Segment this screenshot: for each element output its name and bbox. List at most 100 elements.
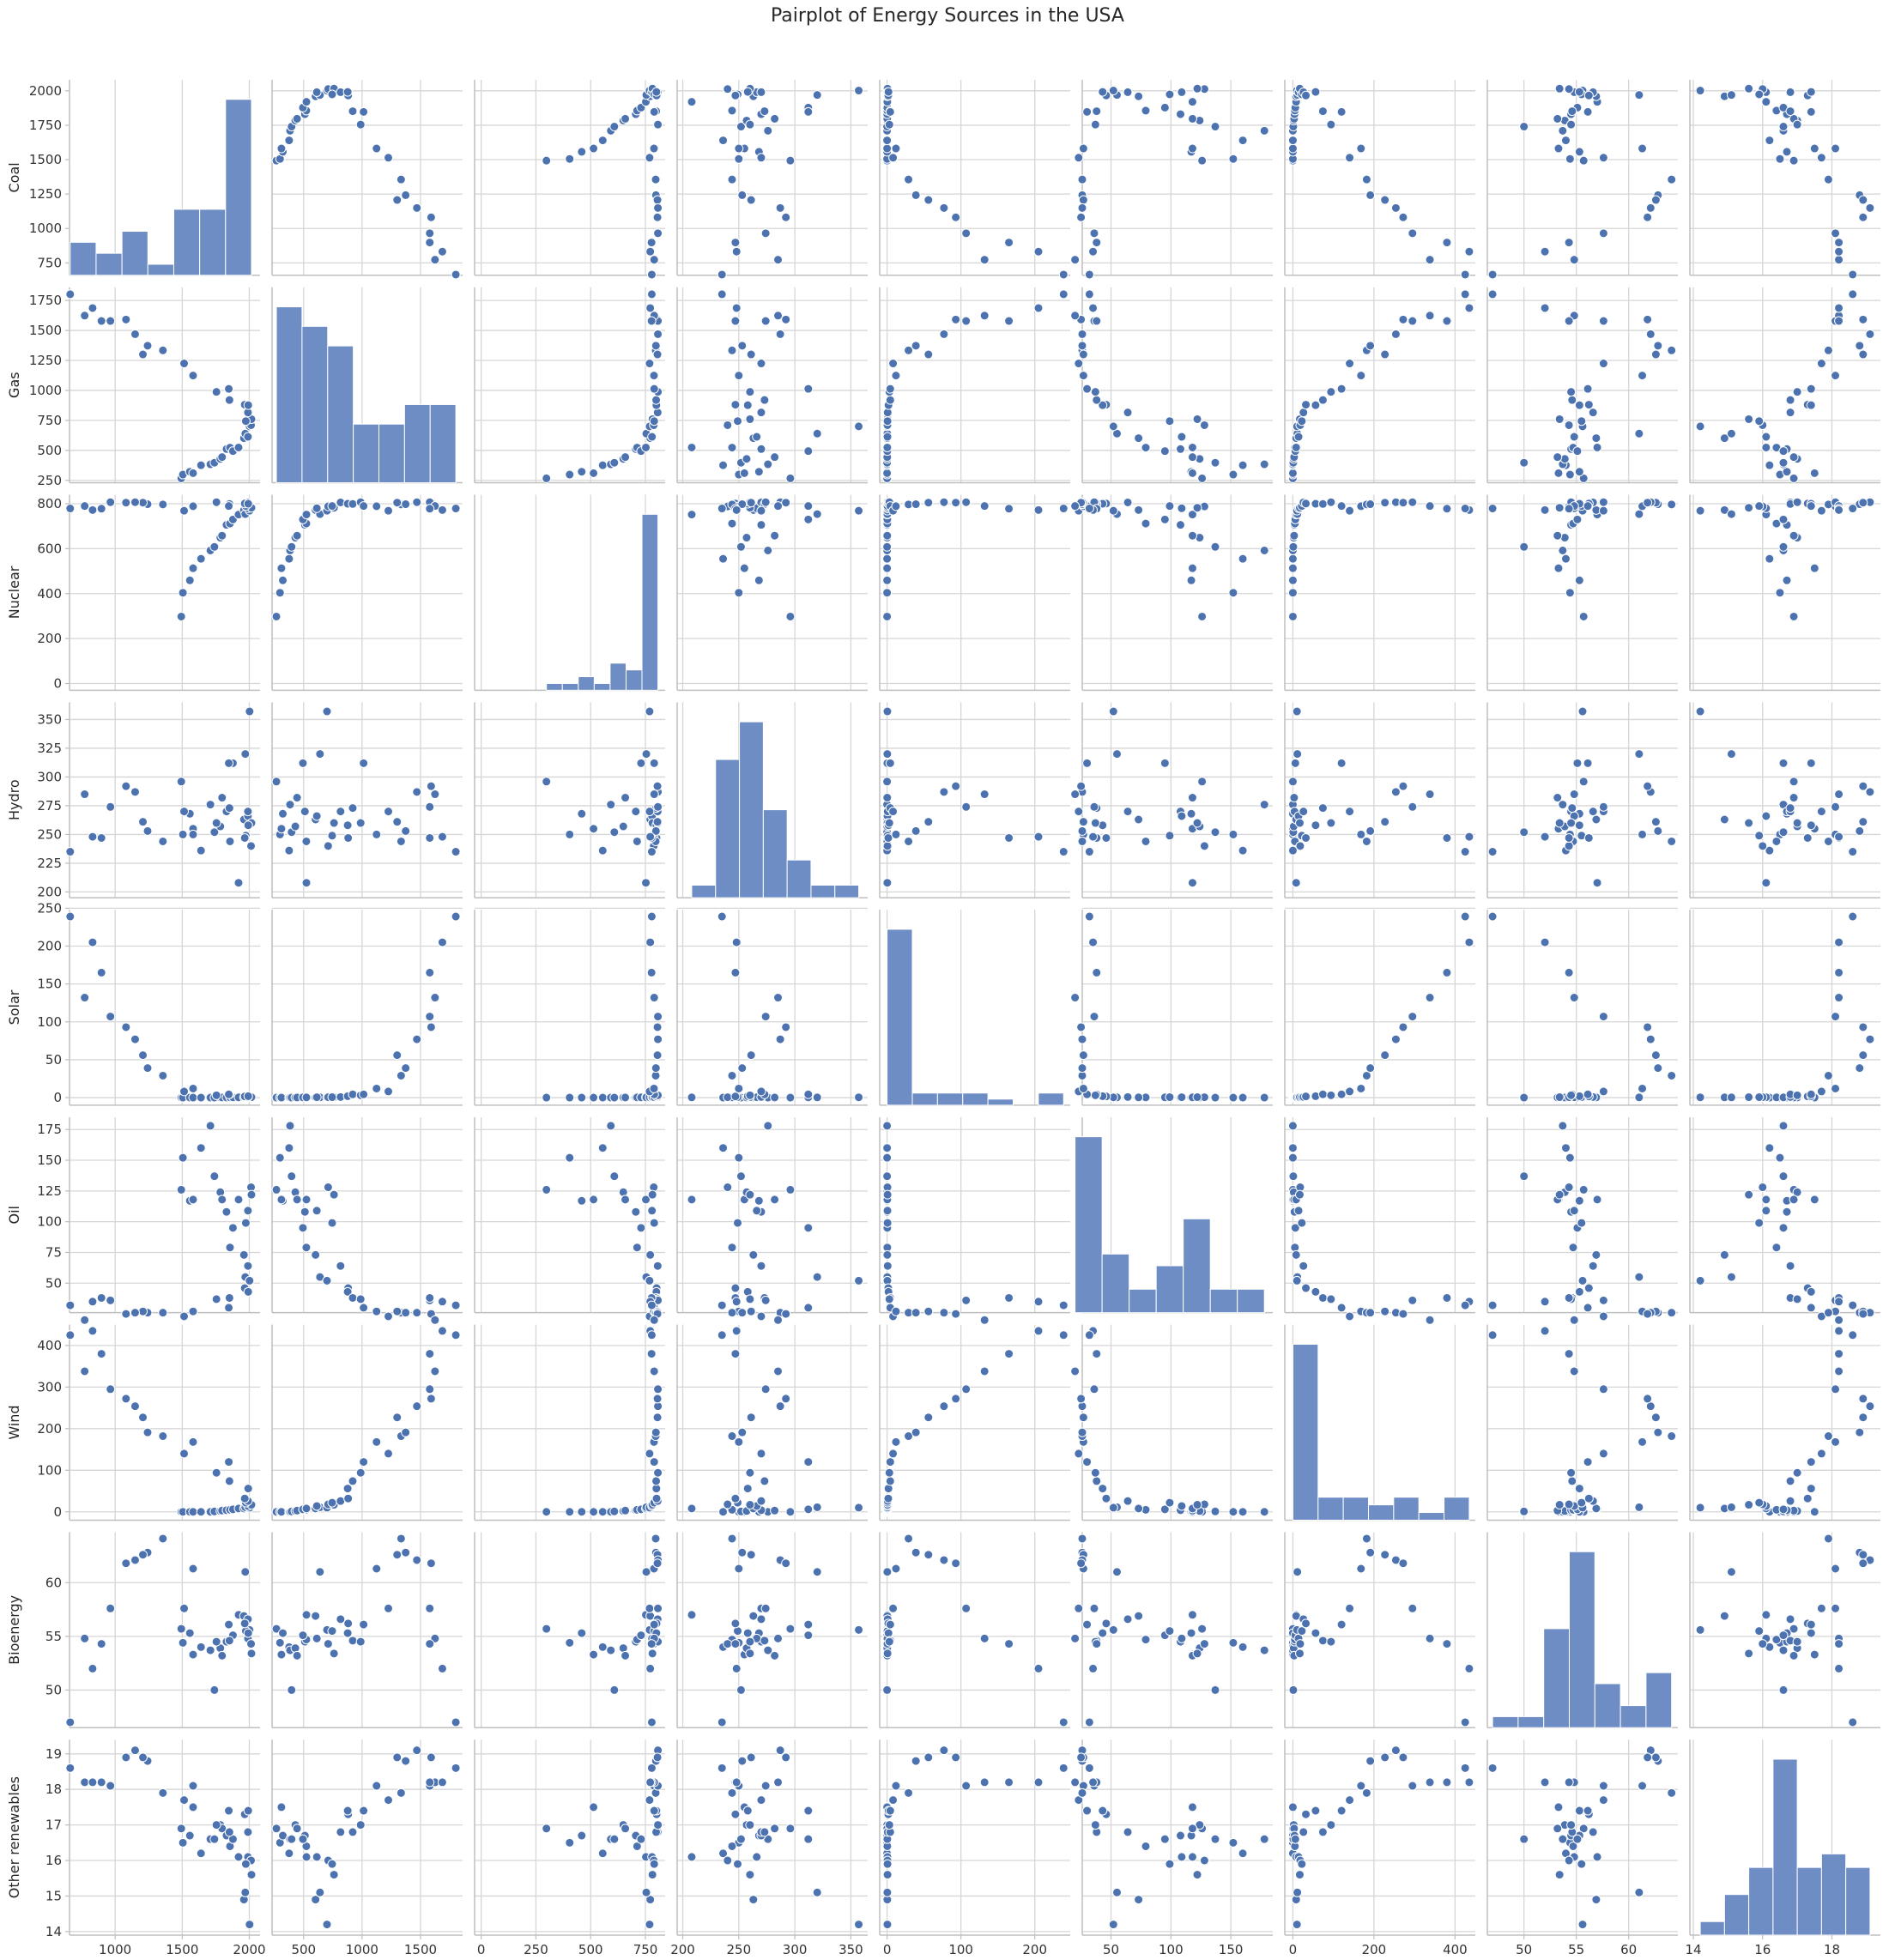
scatter-point bbox=[243, 1261, 253, 1271]
scatter-point bbox=[1789, 530, 1799, 541]
panel-wind-vs-gas bbox=[271, 1324, 463, 1521]
scatter-point bbox=[1574, 467, 1584, 477]
scatter-point bbox=[733, 1218, 743, 1228]
scatter-point bbox=[647, 1870, 657, 1880]
y-tick-label: 125 bbox=[37, 1183, 62, 1199]
y-tick-label: 400 bbox=[37, 586, 62, 602]
scatter-point bbox=[756, 408, 766, 418]
scatter-point bbox=[276, 1195, 287, 1205]
scatter-point bbox=[653, 228, 663, 239]
scatter-point bbox=[812, 428, 822, 439]
scatter-point bbox=[649, 416, 659, 426]
scatter-point bbox=[891, 371, 901, 381]
scatter-point bbox=[1831, 1012, 1841, 1022]
scatter-point bbox=[742, 533, 752, 543]
scatter-point bbox=[745, 414, 755, 424]
scatter-point bbox=[355, 1820, 366, 1830]
scatter-point bbox=[939, 497, 949, 507]
scatter-point bbox=[1058, 1330, 1069, 1340]
scatter-point bbox=[1460, 504, 1470, 514]
scatter-point bbox=[430, 789, 440, 800]
scatter-point bbox=[1187, 1802, 1197, 1812]
scatter-point bbox=[649, 1859, 659, 1869]
scatter-point bbox=[1088, 1777, 1099, 1788]
scatter-point bbox=[1744, 1648, 1754, 1659]
scatter-point bbox=[781, 314, 791, 324]
scatter-point bbox=[1540, 1777, 1550, 1788]
panel-coal-vs-solar bbox=[879, 80, 1070, 280]
scatter-point bbox=[88, 1326, 98, 1336]
scatter-point bbox=[1695, 1624, 1705, 1635]
scatter-point bbox=[1210, 1506, 1220, 1516]
scatter-point bbox=[1771, 518, 1782, 529]
scatter-point bbox=[1380, 817, 1390, 827]
scatter-point bbox=[1785, 803, 1795, 814]
scatter-point bbox=[923, 1550, 934, 1560]
scatter-point bbox=[130, 1401, 140, 1412]
scatter-point bbox=[773, 1315, 784, 1325]
scatter-point bbox=[1744, 503, 1754, 513]
scatter-point bbox=[1291, 878, 1301, 888]
y-tick-label: 60 bbox=[45, 1575, 62, 1590]
scatter-point bbox=[1089, 802, 1099, 812]
scatter-point bbox=[1577, 1497, 1587, 1508]
scatter-point bbox=[1287, 845, 1298, 856]
scatter-point bbox=[336, 1261, 346, 1271]
scatter-point bbox=[687, 1092, 697, 1103]
scatter-point bbox=[278, 1628, 288, 1638]
x-tick-label: 2000 bbox=[233, 1942, 265, 1957]
scatter-point bbox=[951, 1558, 961, 1569]
scatter-point bbox=[1564, 1499, 1574, 1509]
scatter-point bbox=[645, 832, 656, 842]
scatter-point bbox=[731, 505, 742, 515]
scatter-point bbox=[342, 820, 353, 831]
scatter-point bbox=[785, 155, 796, 166]
scatter-point bbox=[355, 1294, 366, 1304]
scatter-point bbox=[1175, 109, 1185, 119]
scatter-point bbox=[425, 1639, 435, 1649]
scatter-point bbox=[1765, 136, 1775, 146]
scatter-point bbox=[1574, 1484, 1584, 1494]
scatter-point bbox=[1598, 1086, 1608, 1097]
scatter-point bbox=[760, 1827, 770, 1837]
scatter-point bbox=[1033, 1663, 1044, 1673]
scatter-point bbox=[1719, 1611, 1729, 1621]
scatter-point bbox=[1108, 505, 1118, 516]
scatter-point bbox=[812, 1272, 822, 1282]
scatter-point bbox=[1287, 468, 1298, 478]
scatter-point bbox=[854, 421, 864, 432]
scatter-point bbox=[1775, 1152, 1785, 1163]
histogram-bar bbox=[936, 1092, 964, 1106]
scatter-point bbox=[1695, 706, 1705, 717]
scatter-point bbox=[1565, 1152, 1575, 1163]
scatter-point bbox=[882, 1859, 893, 1869]
scatter-point bbox=[1408, 228, 1418, 239]
scatter-point bbox=[327, 1859, 337, 1869]
scatter-point bbox=[96, 316, 106, 326]
scatter-point bbox=[951, 498, 961, 508]
scatter-point bbox=[882, 1121, 893, 1131]
scatter-point bbox=[1165, 416, 1175, 426]
scatter-point bbox=[1598, 1781, 1608, 1791]
scatter-point bbox=[1778, 1645, 1789, 1655]
scatter-point bbox=[1108, 421, 1118, 432]
scatter-point bbox=[451, 1763, 461, 1773]
scatter-point bbox=[1326, 1294, 1336, 1304]
scatter-point bbox=[1792, 1467, 1802, 1478]
scatter-point bbox=[763, 125, 773, 136]
scatter-point bbox=[1719, 814, 1729, 825]
scatter-point bbox=[961, 1603, 972, 1613]
scatter-point bbox=[1092, 1639, 1102, 1649]
scatter-point bbox=[1598, 1311, 1608, 1322]
scatter-point bbox=[770, 1505, 780, 1515]
scatter-point bbox=[1487, 269, 1498, 280]
scatter-point bbox=[785, 1624, 796, 1634]
scatter-point bbox=[882, 432, 893, 442]
scatter-point bbox=[225, 1243, 235, 1253]
scatter-point bbox=[727, 443, 737, 453]
scatter-point bbox=[384, 153, 394, 163]
scatter-point bbox=[812, 1502, 822, 1512]
scatter-point bbox=[1058, 269, 1069, 280]
scatter-point bbox=[1108, 1624, 1118, 1635]
scatter-point bbox=[727, 1788, 737, 1798]
